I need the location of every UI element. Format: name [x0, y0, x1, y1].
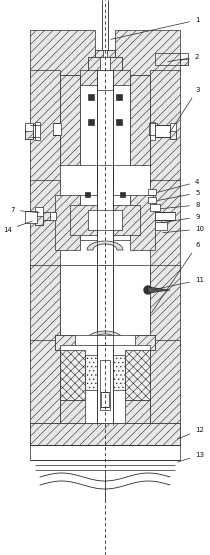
Polygon shape: [87, 241, 123, 250]
Bar: [110, 57, 122, 75]
Bar: [150, 70, 180, 185]
Text: 13: 13: [178, 452, 204, 462]
Text: 12: 12: [178, 427, 204, 439]
Bar: [95, 50, 103, 60]
Bar: [85, 192, 90, 197]
Text: 6: 6: [152, 242, 200, 312]
Text: 9: 9: [163, 214, 200, 223]
Bar: [42, 212, 50, 220]
Bar: [150, 180, 180, 270]
Bar: [130, 195, 155, 250]
Bar: [30, 30, 95, 75]
Text: 10: 10: [163, 226, 204, 233]
Text: 4: 4: [158, 179, 199, 192]
Bar: [97, 165, 113, 270]
Bar: [155, 212, 167, 220]
Bar: [101, 392, 109, 407]
Bar: [35, 122, 40, 140]
Bar: [30, 445, 180, 460]
Bar: [113, 205, 140, 235]
Bar: [150, 340, 180, 425]
Bar: [85, 355, 125, 390]
Bar: [88, 57, 100, 75]
Bar: [60, 400, 85, 425]
Bar: [55, 195, 80, 250]
Bar: [135, 335, 155, 350]
Bar: [60, 350, 85, 400]
Bar: [88, 94, 94, 100]
Bar: [35, 207, 43, 225]
Bar: [180, 59, 188, 65]
Bar: [155, 125, 170, 137]
Bar: [155, 222, 167, 230]
Text: 14: 14: [3, 221, 32, 233]
Bar: [170, 131, 176, 139]
Bar: [88, 119, 94, 125]
Bar: [97, 70, 113, 90]
Bar: [88, 57, 122, 75]
Bar: [170, 123, 176, 139]
Bar: [55, 335, 155, 350]
Bar: [80, 75, 130, 165]
Bar: [30, 423, 180, 445]
Bar: [130, 75, 150, 165]
Polygon shape: [148, 287, 170, 293]
Text: 11: 11: [155, 277, 204, 289]
Bar: [30, 180, 60, 270]
Bar: [120, 192, 125, 197]
Polygon shape: [87, 331, 123, 340]
Text: 5: 5: [158, 190, 199, 200]
Bar: [148, 189, 156, 195]
Bar: [115, 30, 180, 75]
Bar: [148, 197, 156, 203]
Bar: [97, 70, 113, 185]
Bar: [30, 265, 60, 345]
Bar: [97, 345, 113, 425]
Bar: [60, 265, 150, 345]
Bar: [53, 123, 61, 135]
Bar: [30, 70, 60, 185]
Bar: [60, 75, 80, 165]
Bar: [125, 400, 150, 425]
Bar: [116, 94, 122, 100]
Bar: [97, 265, 113, 345]
Bar: [88, 210, 122, 230]
Bar: [30, 340, 60, 425]
Bar: [35, 216, 43, 225]
Bar: [55, 335, 75, 350]
Bar: [60, 345, 150, 425]
Bar: [80, 70, 130, 85]
Bar: [80, 195, 130, 240]
Bar: [107, 50, 115, 60]
Text: 7: 7: [10, 207, 39, 213]
Bar: [150, 265, 180, 345]
Text: 8: 8: [161, 202, 200, 209]
Bar: [155, 53, 180, 65]
Bar: [150, 204, 160, 211]
Bar: [180, 53, 188, 65]
Bar: [149, 123, 157, 135]
Bar: [25, 131, 33, 139]
Circle shape: [144, 286, 152, 294]
Bar: [155, 212, 175, 220]
Bar: [70, 205, 97, 235]
Bar: [116, 119, 122, 125]
Bar: [150, 122, 155, 140]
Bar: [25, 211, 37, 223]
Bar: [100, 360, 110, 410]
Bar: [30, 423, 180, 445]
Text: 1: 1: [111, 17, 200, 39]
Bar: [125, 350, 150, 400]
Bar: [25, 123, 33, 139]
Bar: [42, 212, 56, 220]
Bar: [25, 125, 35, 137]
Text: 3: 3: [169, 87, 199, 133]
Bar: [95, 50, 115, 75]
Text: 2: 2: [168, 54, 199, 62]
